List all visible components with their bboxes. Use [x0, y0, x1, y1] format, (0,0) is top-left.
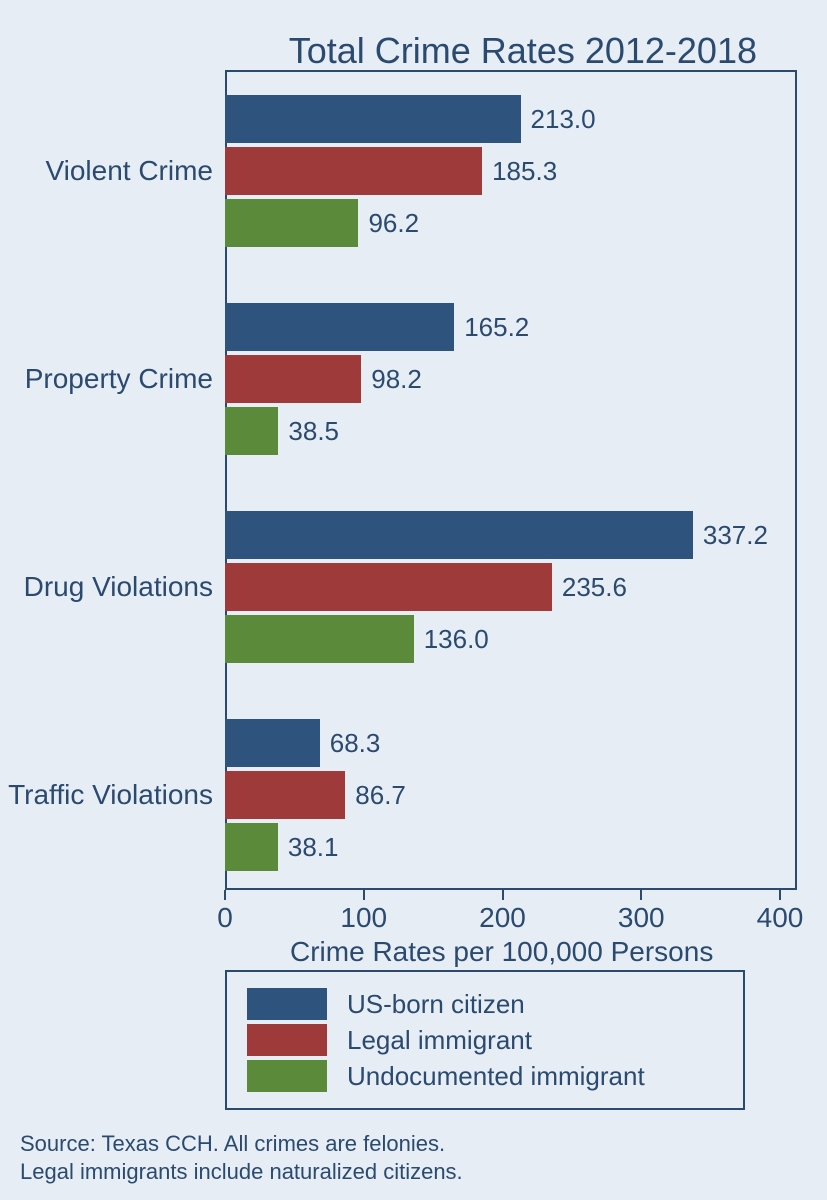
legend-label: US-born citizen: [347, 989, 525, 1020]
legend: US-born citizen Legal immigrant Undocument…: [225, 970, 745, 1110]
legend-item: Legal immigrant: [247, 1024, 723, 1056]
legend-item: Undocumented immigrant: [247, 1060, 723, 1092]
x-tick: [224, 890, 226, 900]
x-tick-label: 100: [340, 902, 387, 934]
bar-value-label: 38.5: [288, 416, 339, 447]
bar: [225, 771, 345, 819]
bar-value-label: 68.3: [330, 728, 381, 759]
bar: [225, 199, 358, 247]
category-label: Property Crime: [25, 363, 213, 395]
x-tick-label: 0: [217, 902, 233, 934]
x-tick: [640, 890, 642, 900]
x-tick-label: 200: [479, 902, 526, 934]
bar: [225, 511, 693, 559]
bar-value-label: 213.0: [531, 104, 596, 135]
bar: [225, 95, 521, 143]
bar-value-label: 165.2: [464, 312, 529, 343]
bar-value-label: 38.1: [288, 832, 339, 863]
bar-value-label: 136.0: [424, 624, 489, 655]
bar-value-label: 86.7: [355, 780, 406, 811]
bar: [225, 615, 414, 663]
footnote: Source: Texas CCH. All crimes are feloni…: [20, 1130, 463, 1185]
bar: [225, 823, 278, 871]
chart-container: Total Crime Rates 2012-2018 Crime Rates …: [0, 0, 827, 1200]
category-label: Violent Crime: [45, 155, 213, 187]
bar: [225, 407, 278, 455]
legend-item: US-born citizen: [247, 988, 723, 1020]
x-tick: [502, 890, 504, 900]
legend-label: Undocumented immigrant: [347, 1061, 645, 1092]
footnote-line2: Legal immigrants include naturalized cit…: [20, 1158, 463, 1186]
chart-title: Total Crime Rates 2012-2018: [30, 20, 797, 72]
bar: [225, 303, 454, 351]
legend-swatch: [247, 1060, 327, 1092]
legend-swatch: [247, 1024, 327, 1056]
footnote-line1: Source: Texas CCH. All crimes are feloni…: [20, 1130, 463, 1158]
bar-value-label: 96.2: [368, 208, 419, 239]
legend-label: Legal immigrant: [347, 1025, 532, 1056]
x-tick: [779, 890, 781, 900]
bar-value-label: 337.2: [703, 520, 768, 551]
bar: [225, 719, 320, 767]
x-tick: [363, 890, 365, 900]
bar: [225, 563, 552, 611]
legend-swatch: [247, 988, 327, 1020]
bar-value-label: 235.6: [562, 572, 627, 603]
bar: [225, 355, 361, 403]
bar-value-label: 98.2: [371, 364, 422, 395]
x-axis-label: Crime Rates per 100,000 Persons: [290, 936, 713, 968]
category-label: Traffic Violations: [8, 779, 213, 811]
bar: [225, 147, 482, 195]
category-label: Drug Violations: [24, 571, 213, 603]
x-tick-label: 300: [618, 902, 665, 934]
bar-value-label: 185.3: [492, 156, 557, 187]
x-tick-label: 400: [757, 902, 804, 934]
